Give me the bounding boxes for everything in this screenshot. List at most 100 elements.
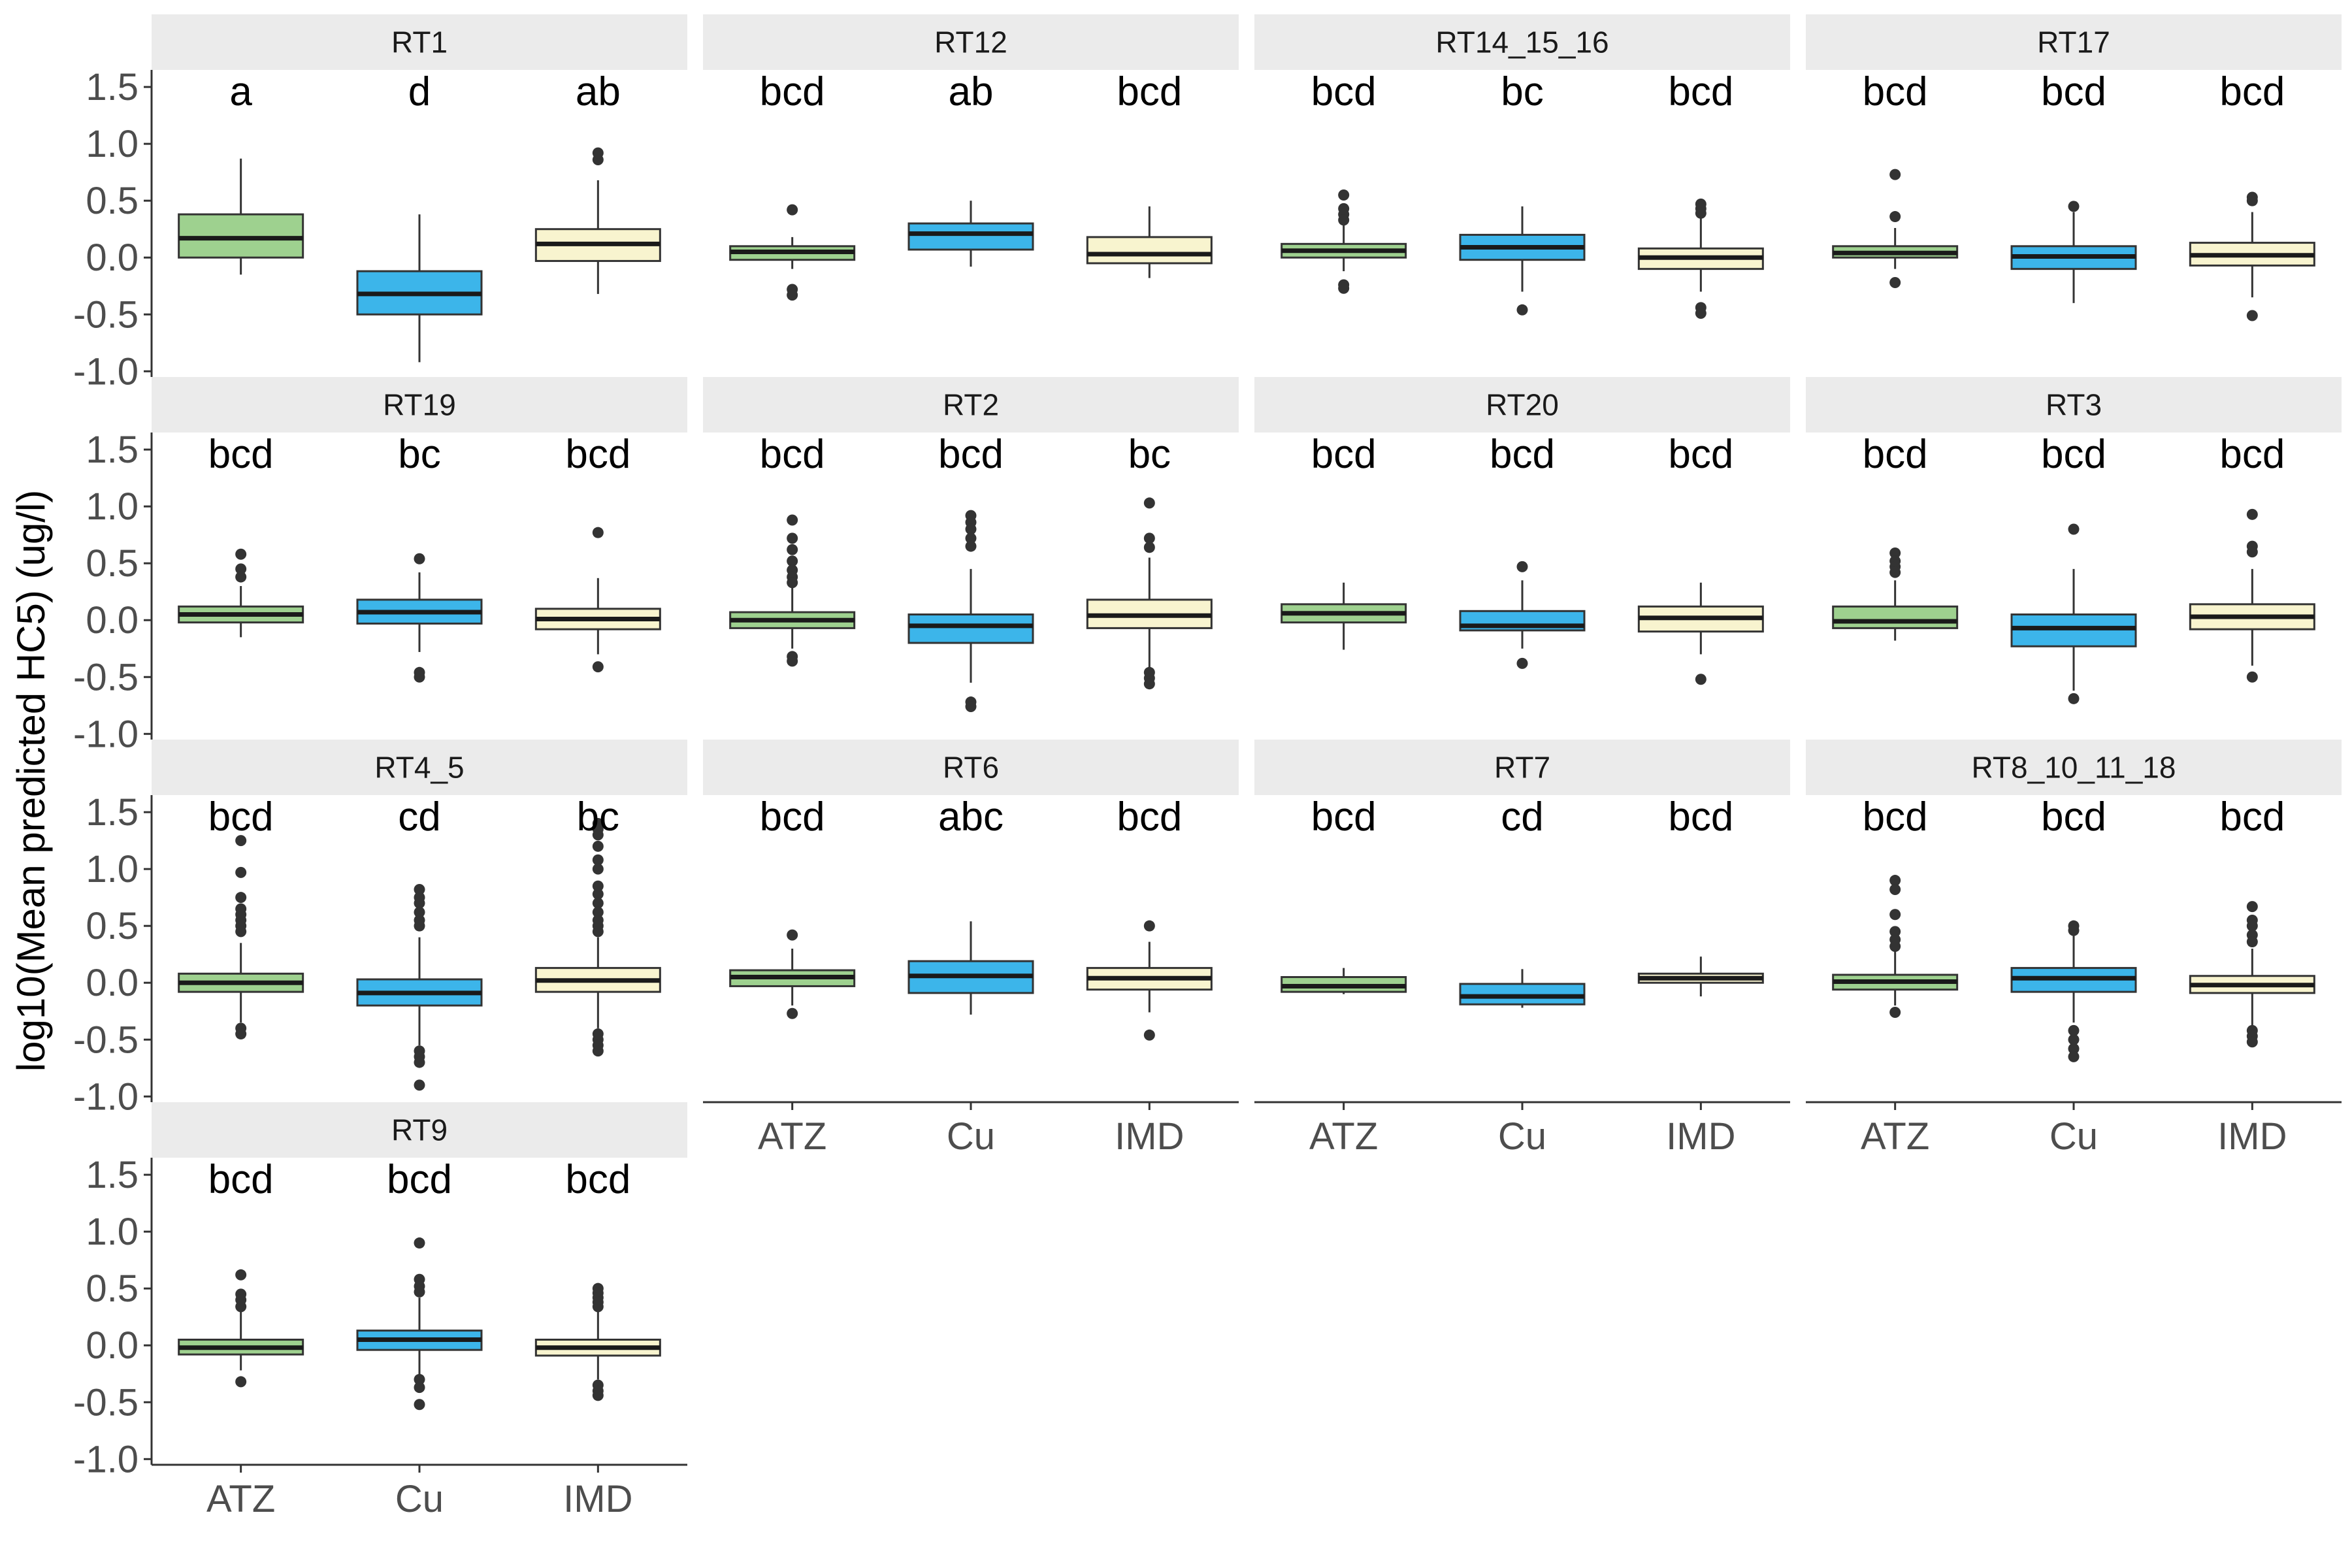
facet-strip-label: RT14_15_16 <box>1435 25 1609 59</box>
y-tick-label: -0.5 <box>73 1019 139 1061</box>
outlier-point <box>1516 657 1528 669</box>
significance-letter: bcd <box>2219 432 2285 477</box>
significance-letter: cd <box>398 794 440 840</box>
outlier-point <box>787 655 798 667</box>
facet-strip-label: RT4_5 <box>374 751 464 785</box>
facet-strip-label: RT8_10_11_18 <box>1972 751 2176 785</box>
outlier-point <box>592 661 604 673</box>
outlier-point <box>414 553 425 564</box>
significance-letter: bcd <box>1490 432 1555 477</box>
x-tick-label: Cu <box>2050 1115 2098 1158</box>
outlier-point <box>2246 1036 2258 1048</box>
facet-strip <box>1806 377 2342 433</box>
facet-strip-label: RT1 <box>391 25 448 59</box>
significance-letter: bcd <box>387 1157 452 1202</box>
outlier-point <box>1143 920 1155 932</box>
y-tick-label: 1.5 <box>86 429 139 471</box>
outlier-point <box>2246 546 2258 558</box>
y-tick-label: -1.0 <box>73 1075 139 1118</box>
x-tick-label: ATZ <box>206 1478 275 1520</box>
outlier-point <box>2068 1043 2080 1054</box>
outlier-point <box>1338 189 1350 201</box>
outlier-point <box>592 854 604 866</box>
facet-panel-rt1: RT1 -1.0 -0.5 0.0 0.5 1.0 1.5 a d ab <box>73 14 687 393</box>
facet-strip <box>152 740 687 795</box>
facet-strip-label: RT7 <box>1494 751 1550 785</box>
significance-letter: bcd <box>1668 432 1733 477</box>
outlier-point <box>787 289 798 301</box>
outlier-point <box>592 1045 604 1057</box>
x-tick-label: Cu <box>947 1115 995 1158</box>
outlier-point <box>1516 561 1528 572</box>
box-atz <box>729 929 856 1019</box>
y-tick-label: 1.0 <box>86 123 139 165</box>
significance-letter: bc <box>1128 432 1171 477</box>
significance-letter: bcd <box>1311 794 1377 840</box>
outlier-point <box>2068 924 2080 936</box>
box-imd <box>1637 956 1764 997</box>
outlier-point <box>1889 277 1901 289</box>
outlier-point <box>592 840 604 852</box>
significance-letter: bcd <box>1668 69 1733 114</box>
outlier-point <box>414 1399 425 1411</box>
outlier-point <box>592 880 604 892</box>
y-tick-label: 0.5 <box>86 905 139 947</box>
y-axis-title: log10(Mean predicted HC5) (ug/l) <box>9 490 53 1071</box>
outlier-point <box>235 1301 247 1313</box>
facet-panel-rt3: RT3 bcd bcd bcd <box>1806 377 2342 704</box>
outlier-point <box>1143 497 1155 509</box>
outlier-point <box>965 523 977 535</box>
box-iqr <box>907 613 1034 644</box>
facet-panel-rt6: RT6 ATZ Cu IMD bcd abc bcd <box>703 740 1239 1158</box>
box-imd <box>1086 206 1213 278</box>
facet-strip-label: RT9 <box>391 1113 448 1147</box>
outlier-point <box>2246 920 2258 932</box>
outlier-point <box>414 1373 425 1385</box>
box-cu <box>356 553 483 683</box>
significance-letter: bcd <box>208 432 274 477</box>
box-atz <box>1281 968 1407 994</box>
significance-letter: bc <box>1501 69 1543 114</box>
outlier-point <box>414 1056 425 1068</box>
significance-letter: cd <box>1501 794 1543 840</box>
facet-strip <box>703 377 1239 433</box>
facet-strip <box>1806 14 2342 70</box>
outlier-point <box>235 1269 247 1281</box>
outlier-point <box>235 1376 247 1388</box>
facet-strip <box>703 740 1239 795</box>
y-tick-label: 1.0 <box>86 848 139 890</box>
outlier-point <box>787 1007 798 1019</box>
outlier-point <box>965 701 977 713</box>
outlier-point <box>965 540 977 552</box>
box-imd <box>1637 582 1764 685</box>
x-tick-label: IMD <box>1666 1115 1735 1158</box>
y-tick-label: -1.0 <box>73 1438 139 1480</box>
facet-panel-rt20: RT20 bcd bcd bcd <box>1254 377 1790 685</box>
box-cu <box>1459 969 1586 1008</box>
significance-letter: bcd <box>2041 69 2106 114</box>
facet-strip <box>1806 740 2342 795</box>
outlier-point <box>414 1382 425 1394</box>
outlier-point <box>592 147 604 159</box>
significance-letter: bcd <box>760 432 825 477</box>
outlier-point <box>2068 523 2080 535</box>
significance-letter: bcd <box>760 794 825 840</box>
outlier-point <box>2068 1051 2080 1062</box>
x-tick-label: ATZ <box>1309 1115 1378 1158</box>
box-iqr <box>1086 236 1213 265</box>
facet-strip-label: RT2 <box>943 388 999 422</box>
outlier-point <box>1889 1006 1901 1018</box>
outlier-point <box>1143 542 1155 553</box>
significance-letter: bcd <box>208 1157 274 1202</box>
outlier-point <box>2068 693 2080 704</box>
box-cu <box>356 214 483 363</box>
box-imd <box>2189 901 2315 1048</box>
outlier-point <box>592 1301 604 1313</box>
box-cu <box>2010 201 2137 303</box>
y-tick-label: 0.0 <box>86 1324 139 1367</box>
outlier-point <box>1143 1029 1155 1041</box>
outlier-point <box>1889 169 1901 180</box>
box-imd <box>534 147 661 294</box>
box-imd <box>1086 920 1213 1041</box>
box-cu <box>2010 523 2137 704</box>
